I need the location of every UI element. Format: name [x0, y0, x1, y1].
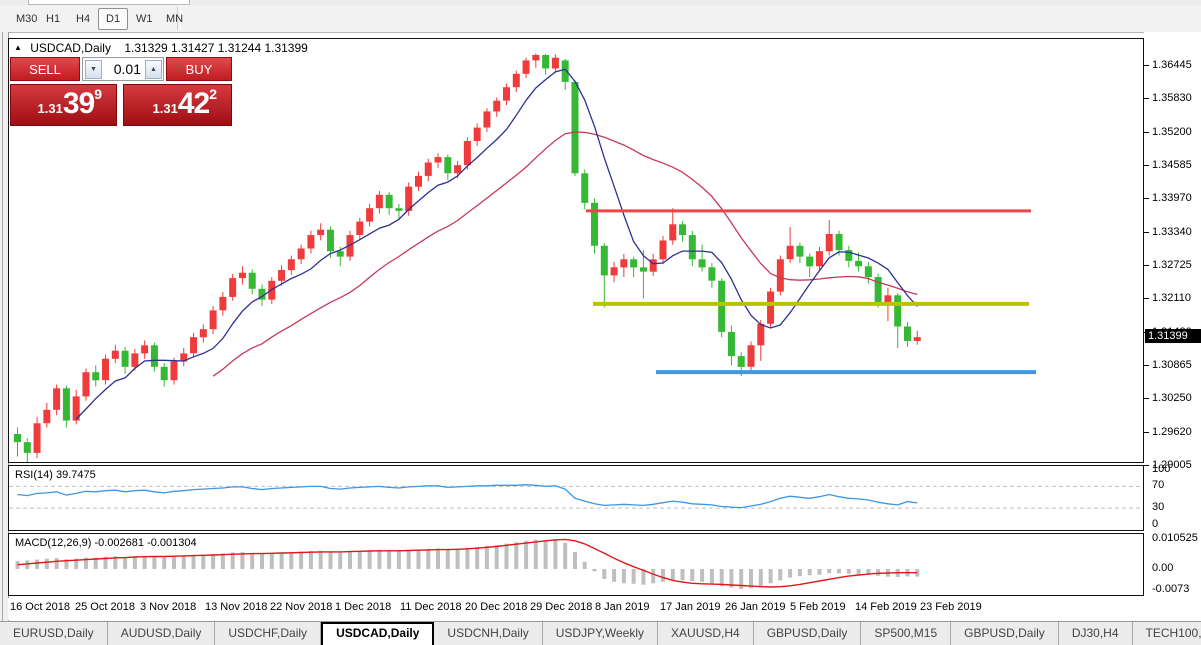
date-axis-label: 17 Jan 2019 [660, 601, 721, 613]
rsi-label: RSI(14) 39.7475 [15, 469, 96, 481]
date-axis-label: 13 Nov 2018 [205, 601, 267, 613]
chart-symbol: USDCAD,Daily [30, 41, 111, 55]
price-axis-label: 1.30250 [1152, 392, 1192, 404]
buy-button[interactable]: BUY [166, 57, 232, 81]
timeframe-button-d1[interactable]: D1 [98, 8, 128, 30]
price-axis-label: 1.36445 [1152, 59, 1192, 71]
macd-axis-label: -0.0073 [1152, 583, 1189, 595]
volume-decrease-icon[interactable]: ▼ [85, 60, 102, 79]
price-axis-label: 1.32725 [1152, 259, 1192, 271]
chart-tab-gbpusd-daily[interactable]: GBPUSD,Daily [951, 622, 1059, 645]
date-axis-label: 1 Dec 2018 [335, 601, 391, 613]
sell-button[interactable]: SELL [10, 57, 80, 81]
volume-input[interactable]: 0.01 [105, 61, 141, 77]
volume-box: ▼ 0.01 ▲ [82, 57, 164, 81]
chart-tab-tech100-h4[interactable]: TECH100,H4 [1133, 622, 1201, 645]
rsi-axis-label: 0 [1152, 518, 1158, 530]
date-axis-label: 20 Dec 2018 [465, 601, 527, 613]
sell-price-box[interactable]: 1.31399 [10, 84, 117, 126]
chart-tab-eurusd-daily[interactable]: EURUSD,Daily [0, 622, 108, 645]
macd-label: MACD(12,26,9) -0.002681 -0.001304 [15, 537, 197, 549]
price-tick [1144, 232, 1149, 233]
price-axis-label: 1.35830 [1152, 92, 1192, 104]
date-axis[interactable]: 16 Oct 2018 25 Oct 2018 3 Nov 2018 13 Nov 2… [8, 598, 1144, 620]
price-axis[interactable]: 1.36445 1.35830 1.35200 1.34585 1.33970 1.333… [1144, 32, 1201, 596]
date-axis-label: 29 Dec 2018 [530, 601, 592, 613]
price-tick [1144, 398, 1149, 399]
price-tick [1144, 432, 1149, 433]
price-tick [1144, 98, 1149, 99]
chart-tab-sp500-m15[interactable]: SP500,M15 [861, 622, 951, 645]
macd-panel[interactable]: MACD(12,26,9) -0.002681 -0.001304 [8, 533, 1144, 596]
price-axis-label: 1.32110 [1152, 292, 1191, 304]
rsi-panel[interactable]: RSI(14) 39.7475 [8, 465, 1144, 531]
date-axis-label: 23 Feb 2019 [920, 601, 982, 613]
buy-price-pip: 2 [209, 86, 217, 102]
collapse-triangle-icon[interactable]: ▲ [14, 43, 22, 52]
price-tick [1144, 365, 1149, 366]
price-axis-label: 1.34585 [1152, 159, 1192, 171]
chart-tab-usdcad-daily[interactable]: USDCAD,Daily [321, 622, 434, 645]
chart-tab-gbpusd-daily[interactable]: GBPUSD,Daily [754, 622, 862, 645]
date-axis-label: 11 Dec 2018 [400, 601, 462, 613]
volume-increase-icon[interactable]: ▲ [145, 60, 162, 79]
buy-price-box[interactable]: 1.31422 [123, 84, 232, 126]
price-axis-label: 1.30865 [1152, 359, 1192, 371]
chart-tab-xauusd-h4[interactable]: XAUUSD,H4 [658, 622, 754, 645]
chart-title: ▲ USDCAD,Daily 1.31329 1.31427 1.31244 1… [14, 41, 308, 55]
date-axis-label: 16 Oct 2018 [10, 601, 70, 613]
price-tick [1144, 132, 1149, 133]
rsi-axis-label: 100 [1152, 463, 1170, 475]
chart-tab-usdcnh-daily[interactable]: USDCNH,Daily [434, 622, 542, 645]
price-tick [1144, 165, 1149, 166]
price-tick [1144, 298, 1149, 299]
date-axis-label: 3 Nov 2018 [140, 601, 196, 613]
current-price-tag: 1.31399 [1145, 329, 1201, 343]
date-axis-label: 8 Jan 2019 [595, 601, 649, 613]
chart-tab-audusd-daily[interactable]: AUDUSD,Daily [108, 622, 216, 645]
date-axis-label: 22 Nov 2018 [270, 601, 332, 613]
price-tick [1144, 65, 1149, 66]
date-axis-label: 14 Feb 2019 [855, 601, 917, 613]
chart-tab-dj30-h4[interactable]: DJ30,H4 [1059, 622, 1133, 645]
date-axis-label: 26 Jan 2019 [725, 601, 786, 613]
rsi-chart [9, 466, 1143, 530]
price-tick [1144, 265, 1149, 266]
buy-price-big: 42 [178, 87, 209, 120]
chart-tab-usdchf-daily[interactable]: USDCHF,Daily [215, 622, 321, 645]
chart-ohlc-values: 1.31329 1.31427 1.31244 1.31399 [124, 41, 308, 55]
sell-price-pip: 9 [94, 86, 102, 102]
rsi-axis-label: 70 [1152, 479, 1164, 491]
price-tick [1144, 198, 1149, 199]
macd-axis-label: 0.00 [1152, 562, 1173, 574]
timeframe-button-h1[interactable]: H1 [38, 8, 68, 30]
sell-price-big: 39 [63, 87, 94, 120]
timeframe-button-h4[interactable]: H4 [68, 8, 98, 30]
macd-axis-label: 0.010525 [1152, 532, 1198, 544]
rsi-axis-label: 30 [1152, 501, 1164, 513]
date-axis-label: 25 Oct 2018 [75, 601, 135, 613]
date-axis-label: 5 Feb 2019 [790, 601, 846, 613]
price-axis-label: 1.29620 [1152, 426, 1192, 438]
timeframe-button-mn[interactable]: MN [158, 8, 191, 30]
timeframe-button-w1[interactable]: W1 [128, 8, 161, 30]
chart-tab-usdjpy-weekly[interactable]: USDJPY,Weekly [543, 622, 658, 645]
price-axis-label: 1.33970 [1152, 192, 1192, 204]
price-tick [1144, 465, 1149, 466]
price-axis-label: 1.33340 [1152, 226, 1192, 238]
price-axis-label: 1.35200 [1152, 126, 1192, 138]
